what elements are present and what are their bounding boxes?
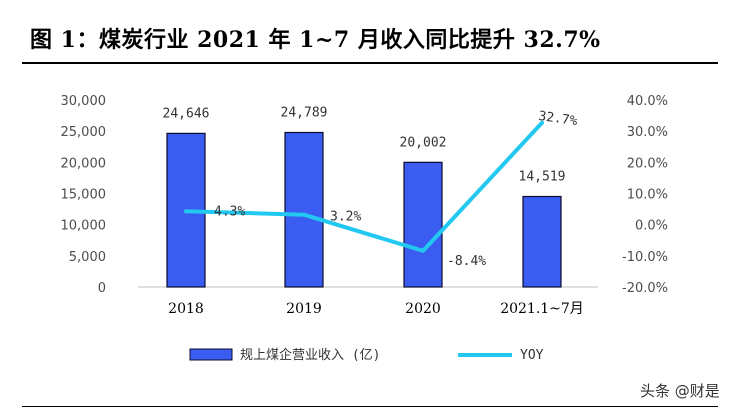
yoy-line: [184, 120, 544, 253]
yoy-line-series: 4.3% 3.2% -8.4% 32.7%: [184, 109, 578, 269]
left-tick-label: 15,000: [61, 188, 107, 203]
legend: 规上煤企营业收入 (亿) YOY: [189, 347, 544, 363]
yoy-data-label: 32.7%: [537, 109, 578, 129]
watermark: 头条 @财是: [640, 382, 720, 400]
right-tick-label: 10.0%: [627, 188, 668, 203]
legend-bar-swatch: [189, 348, 233, 361]
left-tick-label: 0: [98, 281, 106, 296]
revenue-bar: [284, 131, 324, 288]
right-y-axis: -20.0% -10.0% 0.0% 10.0% 20.0% 30.0% 40.0%: [622, 94, 668, 296]
right-tick-label: 0.0%: [635, 219, 668, 234]
bottom-rule: [22, 406, 718, 407]
left-tick-label: 30,000: [61, 94, 107, 109]
title-rule: [22, 62, 718, 64]
left-tick-label: 10,000: [61, 219, 107, 234]
right-tick-label: 40.0%: [627, 94, 668, 109]
yoy-data-label: -8.4%: [447, 254, 486, 269]
left-tick-label: 25,000: [61, 125, 107, 140]
revenue-bar: [403, 161, 443, 288]
revenue-bar-label: 14,519: [519, 169, 566, 184]
yoy-data-label: 3.2%: [330, 210, 361, 225]
bar-series: 24,646 24,789 20,002 14,519: [163, 105, 566, 288]
x-category-label: 2018: [168, 301, 204, 317]
left-y-axis: 0 5,000 10,000 15,000 20,000 25,000 30,000: [61, 94, 107, 296]
right-tick-label: 20.0%: [627, 156, 668, 171]
revenue-bar-label: 24,789: [281, 105, 328, 120]
x-category-label: 2019: [286, 301, 322, 317]
right-tick-label: -10.0%: [622, 250, 668, 265]
legend-line-label: YOY: [520, 348, 544, 363]
x-axis-categories: 2018 2019 2020 2021.1~7月: [168, 301, 584, 317]
left-tick-label: 20,000: [61, 156, 107, 171]
left-tick-label: 5,000: [69, 250, 106, 265]
x-category-label: 2020: [405, 301, 441, 317]
revenue-bar: [522, 195, 562, 288]
right-tick-label: -20.0%: [622, 281, 668, 296]
revenue-bar-label: 20,002: [400, 135, 447, 150]
revenue-bar-label: 24,646: [163, 106, 210, 121]
right-tick-label: 30.0%: [627, 125, 668, 140]
yoy-data-label: 4.3%: [214, 204, 245, 219]
legend-bar-label: 规上煤企营业收入 (亿): [240, 347, 380, 363]
chart-title: 图 1：煤炭行业 2021 年 1~7 月收入同比提升 32.7%: [30, 27, 601, 53]
x-category-label: 2021.1~7月: [500, 301, 584, 317]
